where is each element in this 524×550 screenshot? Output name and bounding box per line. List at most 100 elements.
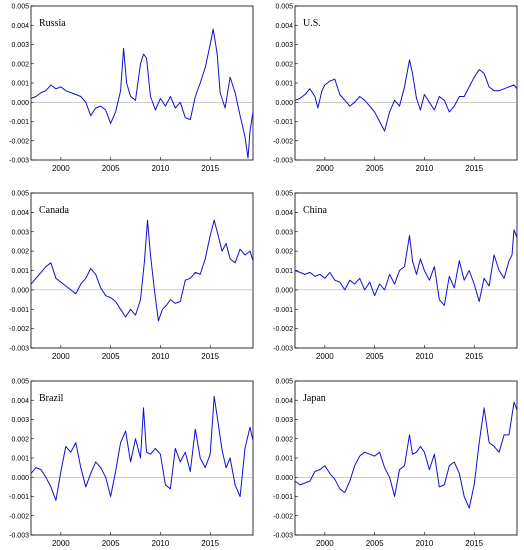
y-tick-label: -0.001: [9, 307, 29, 314]
y-tick-label: 0.003: [11, 417, 29, 424]
panel-us: 0.005 0.004 0.003 0.002 0.001 0.000 -0.001 -0.0…: [273, 4, 518, 173]
y-tick-label: 0.002: [275, 436, 293, 443]
panel-frame: [30, 192, 254, 349]
y-tick-label: -0.002: [273, 513, 293, 520]
y-tick-label: 0.001: [11, 268, 29, 275]
panel-canada: 0.005 0.004 0.003 0.002 0.001 0.000 -0.001 -0.0…: [9, 191, 254, 361]
x-tick-label: 2010: [416, 352, 434, 361]
x-tick-label: 2000: [316, 352, 334, 361]
y-tick-label: 0.002: [11, 249, 29, 256]
y-tick-label: -0.003: [273, 533, 293, 540]
x-tick-label: 2010: [416, 539, 434, 548]
panel-title: U.S.: [303, 18, 321, 29]
y-tick-label: 0.004: [11, 210, 29, 217]
y-tick-label: 0.005: [11, 4, 29, 11]
y-tick-label: 0.002: [275, 61, 293, 68]
panel-japan: 0.005 0.004 0.003 0.002 0.001 0.000 -0.001 -0.0…: [273, 379, 518, 548]
y-tick-label: 0.002: [275, 249, 293, 256]
x-tick-label: 2005: [366, 352, 384, 361]
y-tick-label: -0.002: [9, 513, 29, 520]
x-tick-label: 2000: [52, 539, 70, 548]
x-tick-label: 2005: [102, 164, 120, 173]
y-tick-label: 0.000: [11, 287, 29, 294]
series-line: [30, 28, 254, 159]
y-tick-label: -0.003: [9, 346, 29, 353]
y-tick-label: 0.003: [275, 417, 293, 424]
panel-russia: 0.005 0.004 0.003 0.002 0.001 0.000 -0.001 -0.0…: [9, 4, 254, 173]
series-line: [30, 219, 254, 322]
y-tick-label: 0.004: [275, 210, 293, 217]
y-tick-label: -0.002: [273, 138, 293, 145]
panel-title: Brazil: [39, 393, 64, 404]
y-tick-label: 0.005: [275, 379, 293, 386]
y-tick-label: 0.000: [11, 100, 29, 107]
x-tick-label: 2015: [465, 539, 483, 548]
y-tick-label: 0.004: [11, 398, 29, 405]
y-tick-label: 0.001: [275, 268, 293, 275]
y-tick-label: 0.004: [275, 23, 293, 30]
x-tick-label: 2005: [366, 164, 384, 173]
x-tick-label: 2010: [152, 164, 170, 173]
x-tick-label: 2005: [366, 539, 384, 548]
series-line: [30, 395, 254, 501]
y-tick-label: 0.000: [275, 100, 293, 107]
panel-title: China: [303, 205, 327, 216]
y-tick-label: -0.001: [9, 119, 29, 126]
y-tick-label: -0.001: [273, 119, 293, 126]
x-tick-label: 2005: [102, 352, 120, 361]
y-tick-label: -0.003: [273, 158, 293, 165]
y-tick-label: -0.002: [9, 326, 29, 333]
y-tick-label: 0.003: [11, 229, 29, 236]
y-tick-label: -0.001: [9, 494, 29, 501]
y-tick-label: -0.003: [9, 533, 29, 540]
x-tick-label: 2015: [201, 164, 219, 173]
x-tick-label: 2000: [52, 164, 70, 173]
x-tick-label: 2000: [52, 352, 70, 361]
x-tick-label: 2010: [152, 352, 170, 361]
x-tick-label: 2000: [316, 164, 334, 173]
y-tick-label: 0.005: [275, 4, 293, 11]
series-line: [294, 59, 518, 132]
panel-title: Russia: [39, 18, 66, 29]
panel-brazil: 0.005 0.004 0.003 0.002 0.001 0.000 -0.001 -0.0…: [9, 379, 254, 548]
y-tick-label: 0.005: [275, 191, 293, 198]
panel-title: Canada: [39, 205, 70, 216]
y-tick-label: 0.003: [275, 42, 293, 49]
y-tick-label: -0.001: [273, 307, 293, 314]
y-tick-label: 0.001: [275, 456, 293, 463]
y-tick-label: 0.002: [11, 61, 29, 68]
y-tick-label: -0.002: [9, 138, 29, 145]
y-tick-label: 0.001: [11, 81, 29, 88]
y-tick-label: -0.001: [273, 494, 293, 501]
y-tick-label: 0.002: [11, 436, 29, 443]
y-tick-label: 0.000: [11, 475, 29, 482]
y-tick-label: 0.001: [11, 456, 29, 463]
y-tick-label: 0.003: [275, 229, 293, 236]
x-tick-label: 2005: [102, 539, 120, 548]
x-tick-label: 2015: [201, 539, 219, 548]
panel-frame: [30, 380, 254, 536]
y-tick-label: 0.004: [11, 23, 29, 30]
y-tick-label: -0.002: [273, 326, 293, 333]
y-tick-label: 0.005: [11, 379, 29, 386]
x-tick-label: 2010: [152, 539, 170, 548]
y-tick-label: 0.000: [275, 287, 293, 294]
panel-frame: [294, 5, 518, 161]
x-tick-label: 2000: [316, 539, 334, 548]
x-tick-label: 2015: [201, 352, 219, 361]
panel-china: 0.005 0.004 0.003 0.002 0.001 0.000 -0.001 -0.0…: [273, 191, 518, 361]
series-line: [294, 401, 518, 509]
series-line: [294, 229, 518, 306]
x-tick-label: 2010: [416, 164, 434, 173]
panel-frame: [294, 192, 518, 349]
y-tick-label: 0.000: [275, 475, 293, 482]
y-tick-label: 0.003: [11, 42, 29, 49]
panel-title: Japan: [303, 393, 326, 404]
y-tick-label: -0.003: [273, 346, 293, 353]
x-tick-label: 2015: [465, 164, 483, 173]
y-tick-label: 0.004: [275, 398, 293, 405]
x-tick-label: 2015: [465, 352, 483, 361]
y-tick-label: 0.001: [275, 81, 293, 88]
y-tick-label: -0.003: [9, 158, 29, 165]
